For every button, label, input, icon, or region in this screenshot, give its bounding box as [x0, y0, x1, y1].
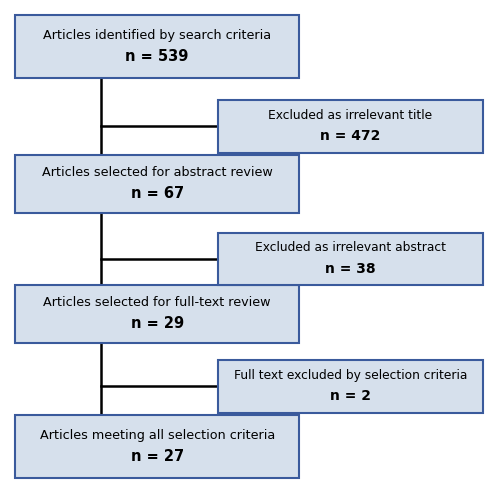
FancyBboxPatch shape [218, 232, 483, 285]
FancyBboxPatch shape [15, 415, 299, 478]
FancyBboxPatch shape [15, 155, 299, 212]
FancyBboxPatch shape [15, 15, 299, 78]
FancyBboxPatch shape [218, 360, 483, 412]
Text: n = 472: n = 472 [320, 130, 380, 143]
FancyBboxPatch shape [15, 285, 299, 343]
Text: n = 29: n = 29 [131, 316, 184, 331]
Text: n = 539: n = 539 [125, 49, 189, 64]
Text: Articles selected for abstract review: Articles selected for abstract review [42, 166, 273, 179]
Text: Excluded as irrelevant abstract: Excluded as irrelevant abstract [255, 242, 446, 254]
Text: n = 2: n = 2 [330, 389, 371, 403]
Text: Articles selected for full-text review: Articles selected for full-text review [44, 296, 271, 309]
Text: Articles meeting all selection criteria: Articles meeting all selection criteria [40, 428, 275, 442]
Text: n = 27: n = 27 [131, 449, 184, 464]
Text: Excluded as irrelevant title: Excluded as irrelevant title [268, 109, 432, 122]
Text: Full text excluded by selection criteria: Full text excluded by selection criteria [234, 369, 467, 382]
Text: Articles identified by search criteria: Articles identified by search criteria [43, 28, 271, 42]
Text: n = 38: n = 38 [325, 262, 376, 276]
FancyBboxPatch shape [218, 100, 483, 152]
Text: n = 67: n = 67 [131, 186, 184, 202]
